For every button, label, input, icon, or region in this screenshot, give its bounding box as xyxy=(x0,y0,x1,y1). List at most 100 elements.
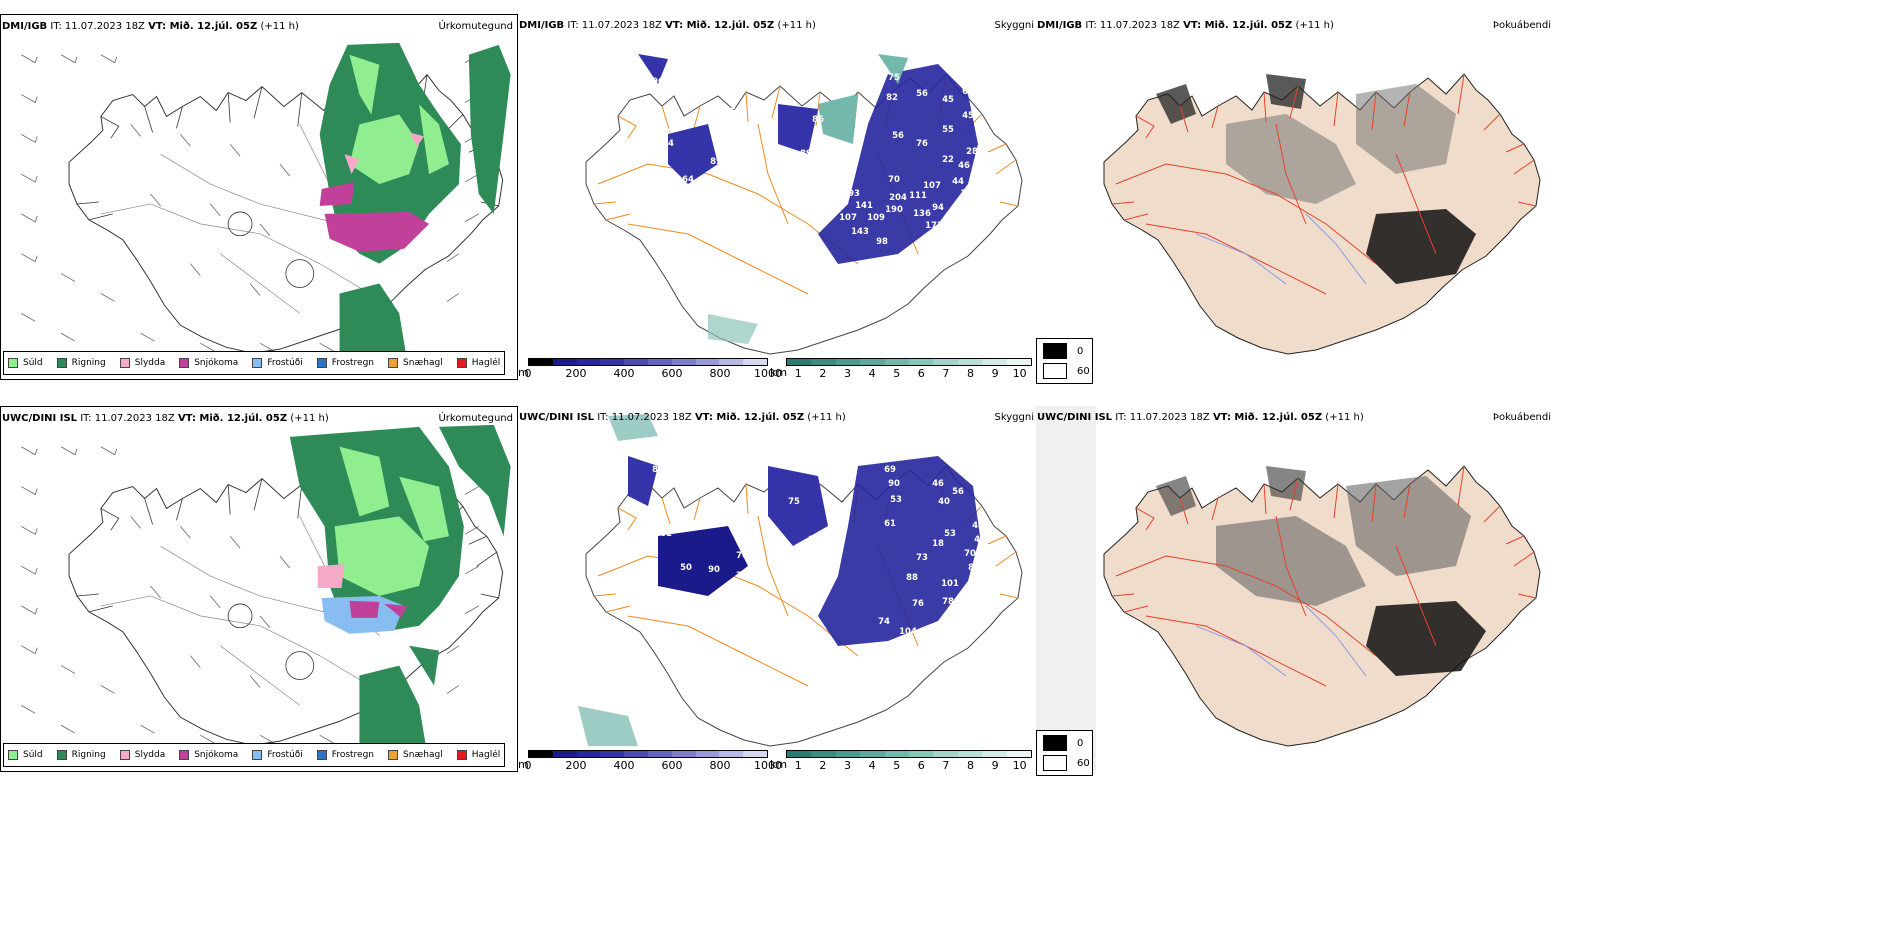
scale-tick-label: 9 xyxy=(991,367,999,380)
visibility-value-label: 18 xyxy=(932,539,944,549)
fog-panel-dmi: DMI/IGB IT: 11.07.2023 18Z VT: Mið. 12.j… xyxy=(1036,14,1556,380)
scale-swatch xyxy=(811,359,836,365)
scale-tick-label: 10 xyxy=(1012,759,1027,772)
visibility-value-label: 128 xyxy=(767,145,785,155)
fog-legend-row: 0 xyxy=(1043,343,1083,359)
scale-swatch xyxy=(576,359,601,365)
fog-legend-row2: 0 60 xyxy=(1036,730,1093,776)
fog-legend-value: 0 xyxy=(1077,345,1084,357)
fog-legend-row: 0 xyxy=(1043,735,1083,751)
visibility-value-label: 53 xyxy=(944,529,956,539)
visibility-value-label: 204 xyxy=(889,193,907,203)
scale-swatch xyxy=(600,751,625,757)
scale-tick-label: 1000 xyxy=(754,367,782,380)
visibility-value-label: 75 xyxy=(888,73,900,83)
scale-tick-label: 1 xyxy=(794,759,802,772)
scale-tick-label: 7 xyxy=(942,759,950,772)
visibility-value-label: 66 xyxy=(792,575,804,585)
legend-swatch xyxy=(179,750,190,760)
fog-legend-swatch xyxy=(1043,363,1067,379)
fog-legend-row: 60 xyxy=(1043,755,1090,771)
scale-tick-label: 4 xyxy=(868,759,876,772)
legend-label: Frostregn xyxy=(331,358,375,368)
precip-areas xyxy=(289,424,511,766)
scale-swatch xyxy=(552,751,577,757)
fog-map xyxy=(1036,406,1541,772)
fog-legend-swatch xyxy=(1043,343,1067,359)
legend-item: Snæhagl xyxy=(388,750,443,760)
visibility-value-label: 101 xyxy=(941,579,959,589)
precip-type-panel-uwc: UWC/DINI ISL IT: 11.07.2023 18Z VT: Mið.… xyxy=(0,406,518,772)
legend-label: Rigning xyxy=(71,750,106,760)
scale-tick-label: 0 xyxy=(524,367,532,380)
scale-tick-label: 600 xyxy=(661,367,683,380)
scale-swatch xyxy=(529,359,553,365)
visibility-scale-row2: 1 2 3 4 5 6 7 8 9 10 km xyxy=(770,750,1032,772)
scale-swatch xyxy=(647,751,672,757)
fog-legend-swatch xyxy=(1043,755,1067,771)
legend-label: Súld xyxy=(23,358,43,368)
legend-label: Rigning xyxy=(71,358,106,368)
visibility-value-label: 82 xyxy=(968,563,980,573)
legend-swatch xyxy=(456,358,467,368)
visibility-value-label: 46 xyxy=(932,479,944,489)
visibility-value-label: 90 xyxy=(888,479,900,489)
scale-swatch xyxy=(719,751,744,757)
panel-variable-label: Skyggni xyxy=(994,20,1034,31)
legend-swatch xyxy=(56,358,67,368)
visibility-value-label: 4 xyxy=(971,207,977,217)
legend-item: Snæhagl xyxy=(388,358,443,368)
scale-swatch xyxy=(695,751,720,757)
scale-swatch xyxy=(957,359,983,365)
visibility-unit: km xyxy=(770,758,788,771)
legend-item: Snjókoma xyxy=(179,750,238,760)
visibility-value-label: 50 xyxy=(680,563,692,573)
visibility-value-label: 86 xyxy=(812,115,824,125)
visibility-value-label: 93 xyxy=(848,189,860,199)
visibility-value-label: 98 xyxy=(876,237,888,247)
scale-swatch xyxy=(909,751,934,757)
scale-swatch xyxy=(647,359,672,365)
scale-tick-label: 10 xyxy=(1012,367,1027,380)
scale-swatch xyxy=(835,359,861,365)
visibility-value-label: 69 xyxy=(884,465,896,475)
legend-item: Rigning xyxy=(56,750,106,760)
legend-item: Frostúði xyxy=(252,750,303,760)
legend-label: Súld xyxy=(23,750,43,760)
scale-swatch xyxy=(1006,359,1032,365)
legend-swatch xyxy=(179,358,190,368)
visibility-unit: km xyxy=(770,366,788,379)
scale-tick-label: 1000 xyxy=(754,759,782,772)
scale-swatch xyxy=(600,359,625,365)
visibility-value-label: 172 xyxy=(925,221,943,231)
scale-tick-label: 400 xyxy=(613,367,635,380)
visibility-value-label: 56 xyxy=(832,527,844,537)
visibility-value-label: 76 xyxy=(912,599,924,609)
scale-tick-label: 6 xyxy=(917,759,925,772)
scale-swatch xyxy=(576,751,601,757)
scale-tick-label: 6 xyxy=(917,367,925,380)
fog-legend-value: 60 xyxy=(1077,757,1090,769)
scale-tick-label: 8 xyxy=(967,759,974,772)
visibility-value-label: 141 xyxy=(855,201,873,211)
legend-label: Frostúði xyxy=(267,358,303,368)
fog-legend-value: 60 xyxy=(1077,365,1090,377)
fog-legend-row1: 0 60 xyxy=(1036,338,1093,384)
scale-tick-label: 1 xyxy=(794,367,802,380)
visibility-value-label: 82 xyxy=(886,93,898,103)
scale-swatch xyxy=(719,359,744,365)
visibility-value-label: 61 xyxy=(884,519,896,529)
visibility-panel-uwc: UWC/DINI ISL IT: 11.07.2023 18Z VT: Mið.… xyxy=(518,406,1036,772)
panel-title: UWC/DINI ISL IT: 11.07.2023 18Z VT: Mið.… xyxy=(519,412,846,423)
legend-label: Frostregn xyxy=(331,750,375,760)
scale-tick-label: 5 xyxy=(893,759,901,772)
visibility-value-label: 96 xyxy=(652,77,664,87)
visibility-value-label: 82 xyxy=(652,465,664,475)
legend-label: Haglél xyxy=(471,358,501,368)
scale-swatch xyxy=(982,359,1007,365)
panel-title: DMI/IGB IT: 11.07.2023 18Z VT: Mið. 12.j… xyxy=(519,20,816,31)
visibility-value-label: 55 xyxy=(942,125,954,135)
scale-swatch xyxy=(529,751,553,757)
legend-label: Haglél xyxy=(471,750,501,760)
